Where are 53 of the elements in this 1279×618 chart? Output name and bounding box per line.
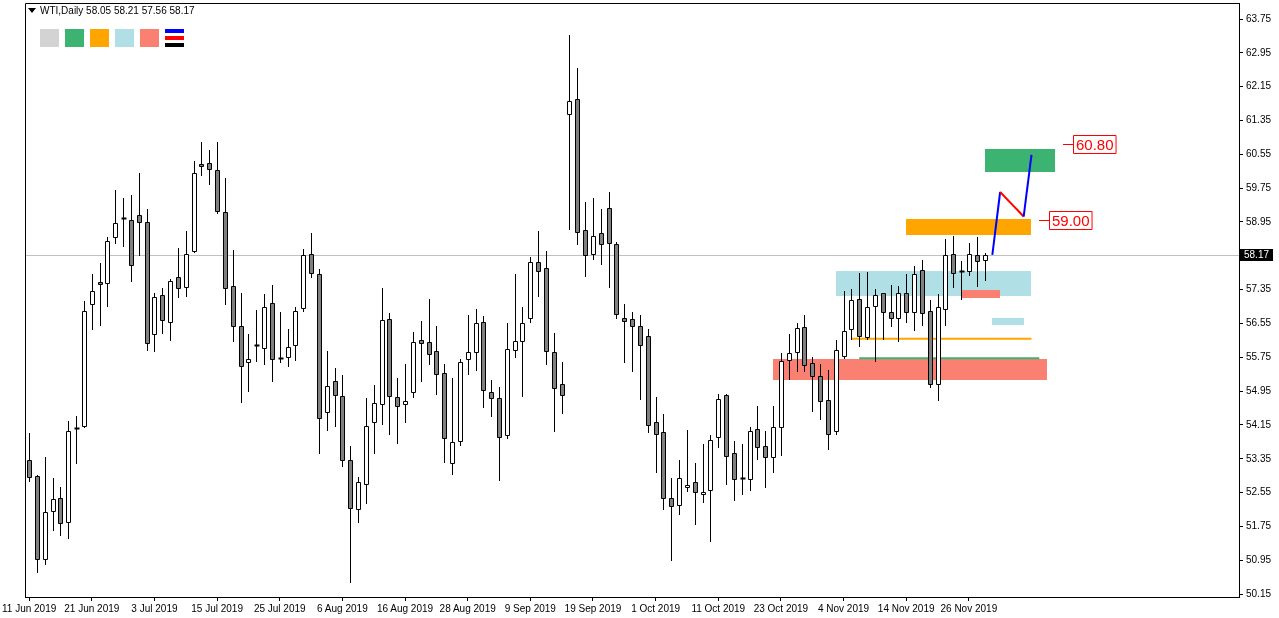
- x-tick-label: 6 Aug 2019: [317, 602, 369, 614]
- candlestick: [403, 364, 408, 423]
- x-tick-label: 4 Nov 2019: [817, 602, 870, 614]
- candlestick: [419, 321, 424, 382]
- candlestick: [567, 35, 572, 230]
- y-tick-label: 58.95: [1246, 215, 1272, 227]
- candlestick: [254, 310, 260, 362]
- ref-line-label: 58.17: [1244, 249, 1270, 261]
- y-tick-label: 60.55: [1246, 148, 1272, 160]
- x-tick-label: 26 Nov 2019: [940, 602, 998, 614]
- candlestick: [685, 430, 690, 492]
- x-tick-label: 16 Aug 2019: [376, 602, 434, 614]
- y-tick-label: 50.15: [1246, 587, 1272, 599]
- y-tick-label: 52.55: [1246, 486, 1272, 498]
- x-tick-label: 9 Sep 2019: [504, 602, 557, 614]
- x-tick-label: 23 Oct 2019: [753, 602, 809, 614]
- y-tick-label: 61.35: [1246, 114, 1272, 126]
- candlestick: [137, 173, 142, 256]
- x-tick-label: 28 Aug 2019: [439, 602, 497, 614]
- y-tick-label: 51.75: [1246, 520, 1272, 532]
- y-tick-label: 57.35: [1246, 283, 1272, 295]
- x-tick-label: 1 Oct 2019: [631, 602, 681, 614]
- chart-title: WTI,Daily 58.05 58.21 57.56 58.17: [40, 5, 195, 17]
- y-tick-label: 50.95: [1246, 553, 1272, 565]
- x-tick-label: 19 Sep 2019: [564, 602, 622, 614]
- y-tick-label: 54.15: [1246, 418, 1272, 430]
- x-tick-label: 3 Jul 2019: [131, 602, 178, 614]
- y-tick-label: 55.75: [1246, 351, 1272, 363]
- candlestick: [622, 304, 627, 363]
- y-tick-label: 62.15: [1246, 80, 1272, 92]
- y-tick-label: 62.95: [1246, 46, 1272, 58]
- candlestick: [959, 261, 965, 300]
- y-tick-label: 53.35: [1246, 452, 1272, 464]
- x-tick-label: 14 Nov 2019: [877, 602, 935, 614]
- candlestick: [278, 312, 284, 363]
- candlestick: [98, 263, 103, 326]
- candlestick: [121, 198, 127, 247]
- candlestick: [701, 444, 706, 503]
- y-tick-label: 54.95: [1246, 384, 1272, 396]
- candlestick: [199, 142, 204, 176]
- x-tick-label: 11 Jun 2019: [2, 602, 57, 614]
- x-tick-label: 25 Jul 2019: [253, 602, 307, 614]
- candlestick: [246, 334, 251, 392]
- candlestick: [740, 444, 746, 495]
- x-tick-label: 15 Jul 2019: [191, 602, 244, 614]
- x-tick-label: 11 Oct 2019: [691, 602, 746, 614]
- annotation: 59.00: [1052, 211, 1090, 229]
- annotation: 60.80: [1076, 135, 1114, 153]
- y-tick-label: 63.75: [1246, 12, 1272, 24]
- candlestick: [74, 416, 80, 464]
- y-tick-label: 56.55: [1246, 317, 1272, 329]
- x-tick-label: 21 Jun 2019: [64, 602, 120, 614]
- y-tick-label: 59.75: [1246, 181, 1272, 193]
